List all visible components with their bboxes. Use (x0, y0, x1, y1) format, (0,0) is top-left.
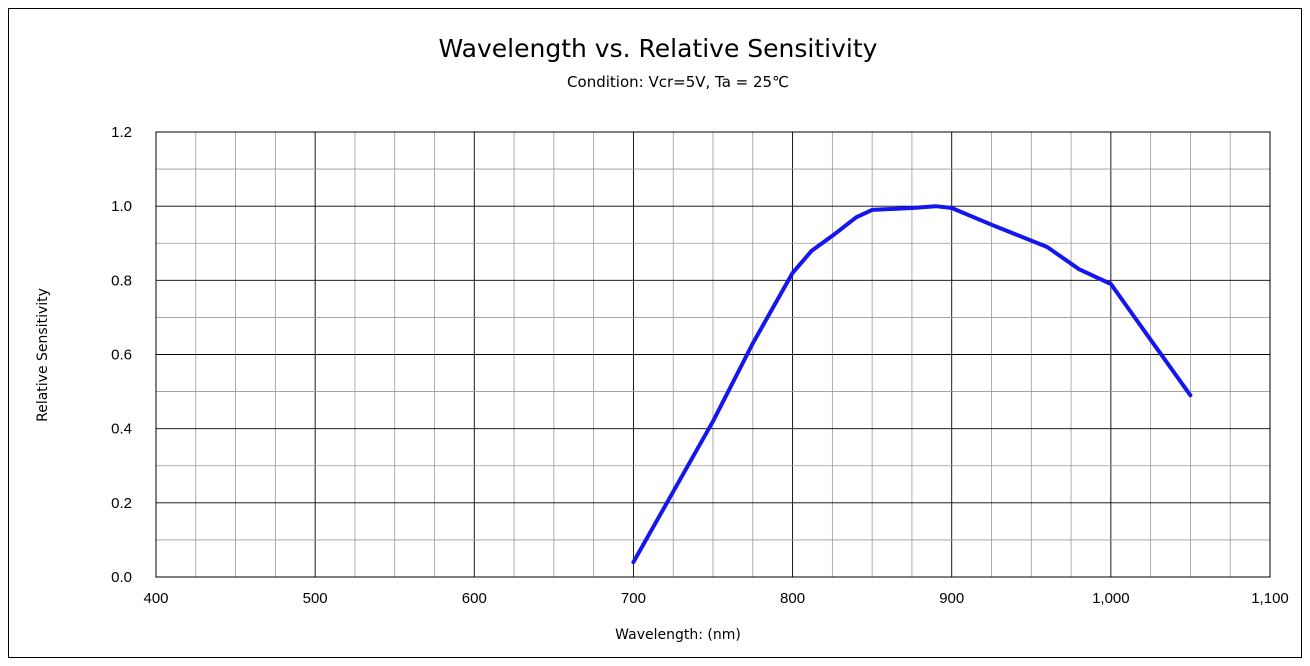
chart-svg: Wavelength vs. Relative Sensitivity Cond… (35, 34, 1289, 643)
series-line (631, 204, 1193, 565)
y-tick-label: 0.2 (111, 495, 132, 512)
chart-title: Wavelength vs. Relative Sensitivity (439, 34, 878, 63)
tick-labels: 400 500 600 700 800 900 1,000 1,100 0.0 0.2 0.4 0.6… (111, 124, 1289, 607)
series-layer (631, 204, 1193, 565)
y-tick-label: 0.8 (111, 272, 132, 289)
x-tick-label: 500 (303, 590, 328, 607)
x-tick-label: 700 (621, 590, 646, 607)
plot-border (155, 131, 1271, 578)
x-tick-label: 1,100 (1251, 590, 1289, 607)
x-axis-label: Wavelength: (nm) (615, 627, 741, 643)
x-tick-label: 900 (939, 590, 964, 607)
y-tick-label: 0.6 (111, 347, 132, 364)
y-tick-label: 1.0 (111, 198, 132, 215)
x-tick-label: 800 (780, 590, 805, 607)
chart-frame: Wavelength vs. Relative Sensitivity Cond… (8, 8, 1302, 658)
y-tick-label: 1.2 (111, 124, 132, 141)
y-tick-label: 0.4 (111, 421, 132, 438)
x-tick-label: 400 (143, 590, 168, 607)
y-axis-label: Relative Sensitivity (35, 288, 51, 422)
y-tick-label: 0.0 (111, 569, 132, 586)
x-tick-label: 600 (462, 590, 487, 607)
x-tick-label: 1,000 (1092, 590, 1130, 607)
grid (155, 131, 1271, 578)
chart-subtitle: Condition: Vcr=5V, Ta = 25℃ (567, 73, 789, 91)
